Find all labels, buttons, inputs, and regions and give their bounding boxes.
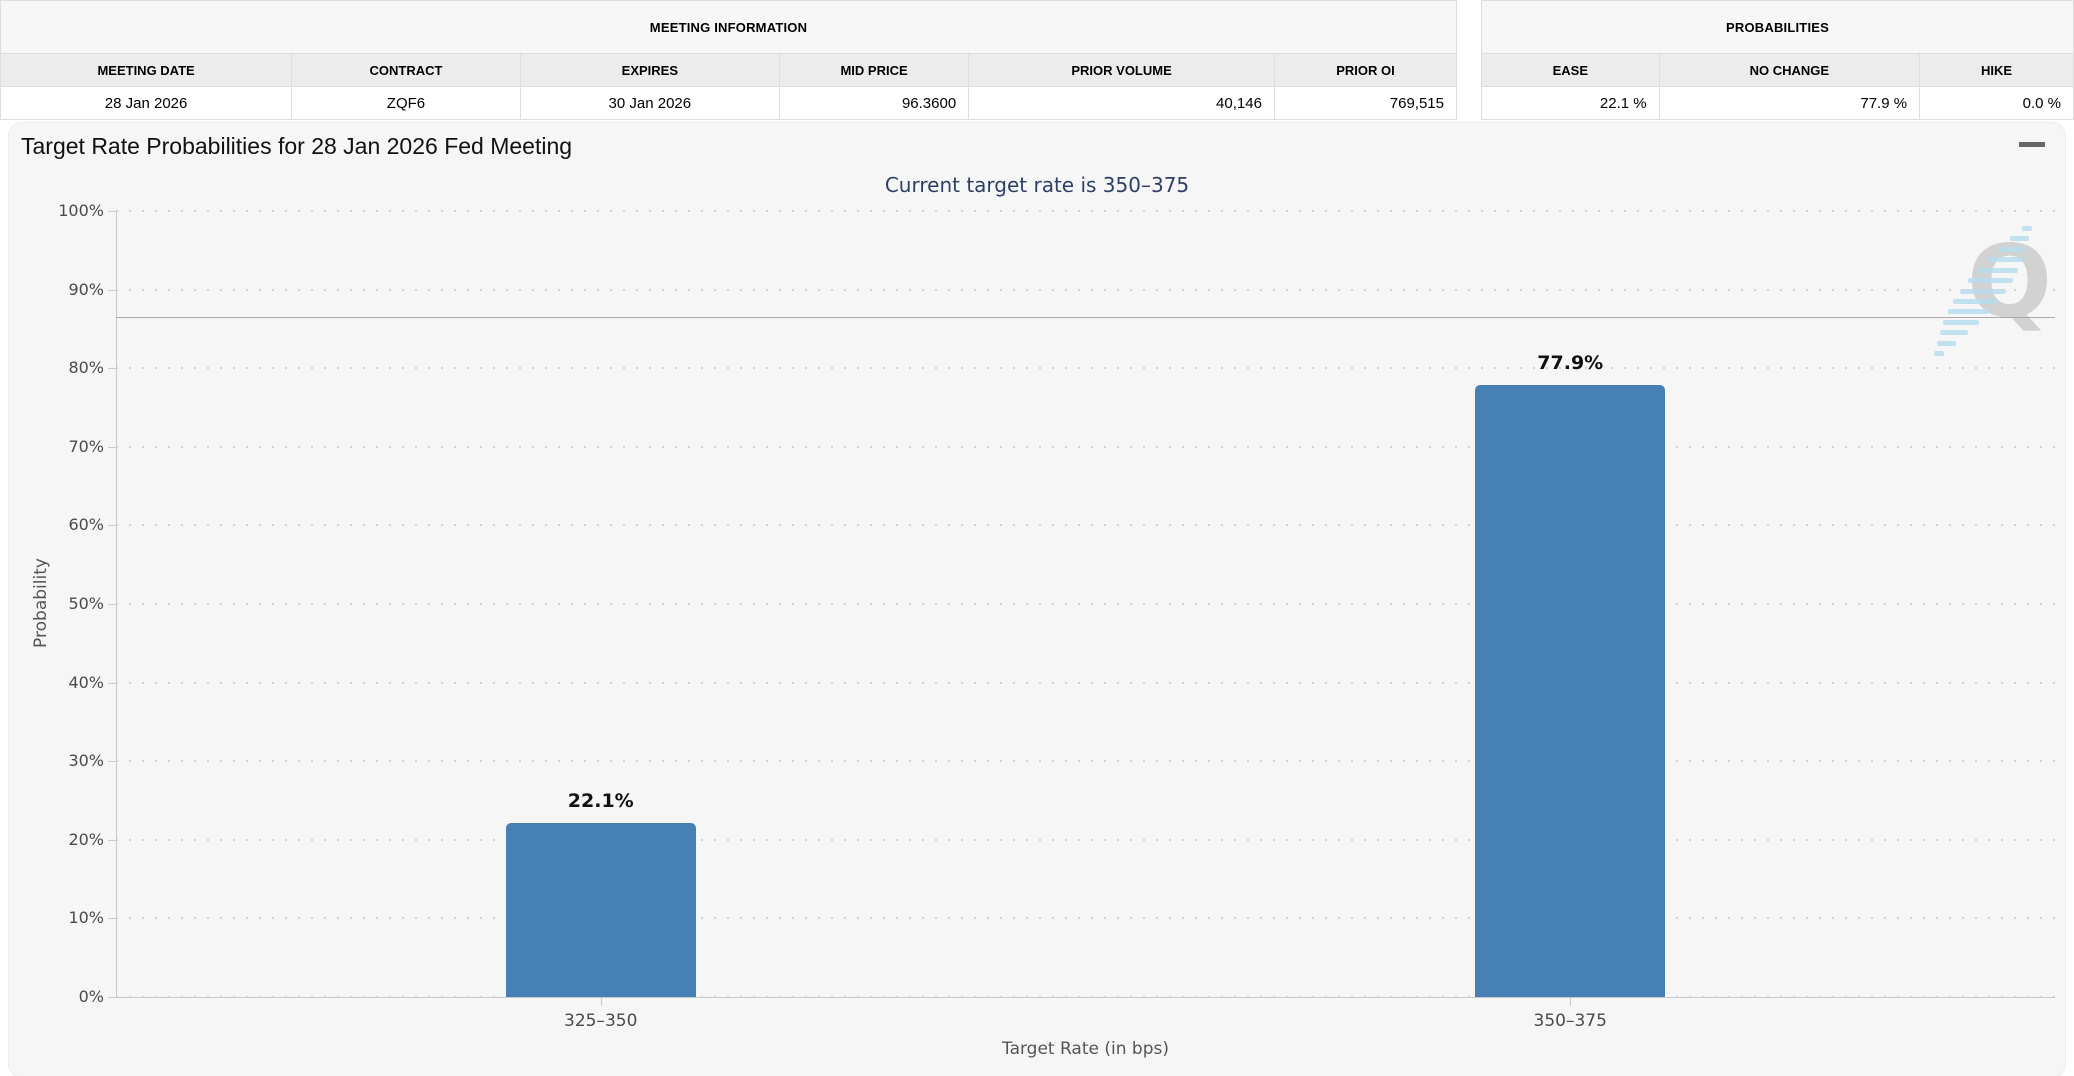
- reference-line: [116, 317, 2055, 319]
- watermark-q-letter: Q: [1967, 223, 2053, 340]
- target-rate-probability-chart: Target Rate Probabilities for 28 Jan 202…: [8, 122, 2066, 1076]
- gridline: [116, 760, 2055, 763]
- y-axis-tick: [108, 368, 116, 370]
- col-header-prior-oi: PRIOR OI: [1273, 53, 1458, 87]
- y-axis-tick: [108, 446, 116, 448]
- y-tick-label: 60%: [68, 515, 104, 535]
- chart-subtitle: Current target rate is 350–375: [884, 173, 1190, 197]
- gridline: [116, 524, 2055, 527]
- y-axis-tick: [108, 682, 116, 684]
- expires-value: 30 Jan 2026: [519, 86, 780, 120]
- y-axis-tick: [108, 997, 116, 998]
- y-tick-label: 90%: [68, 279, 104, 299]
- col-header-expires: EXPIRES: [519, 53, 780, 87]
- watermark-swoosh-dash: [2022, 226, 2032, 231]
- probabilities-table-caption: PROBABILITIES: [1481, 0, 2074, 54]
- probabilities-table-row: 22.1 % 77.9 % 0.0 %: [1481, 86, 2074, 120]
- watermark-swoosh-dash: [1947, 309, 1989, 315]
- watermark-swoosh-dash: [1936, 340, 1956, 346]
- y-axis-tick: [108, 839, 116, 841]
- col-header-hike: HIKE: [1919, 53, 2074, 87]
- probability-bar[interactable]: [1475, 384, 1666, 997]
- y-axis-tick: [108, 211, 116, 212]
- col-header-ease: EASE: [1481, 53, 1660, 87]
- gridline: [116, 210, 2055, 212]
- y-tick-label: 100%: [58, 201, 104, 220]
- meeting-information-table: MEETING INFORMATION MEETING DATE CONTRAC…: [0, 0, 1458, 120]
- ease-value: 22.1 %: [1481, 86, 1660, 120]
- y-tick-label: 40%: [68, 672, 104, 692]
- col-header-meeting-date: MEETING DATE: [0, 53, 293, 87]
- watermark-swoosh-dash: [1939, 330, 1968, 336]
- x-axis-line: [116, 997, 2055, 998]
- contract-value: ZQF6: [291, 86, 521, 120]
- probability-bar[interactable]: [505, 823, 696, 997]
- probabilities-table: PROBABILITIES EASE NO CHANGE HIKE 22.1 %…: [1481, 0, 2074, 120]
- x-tick-label: 325–350: [564, 1011, 638, 1031]
- gridline: [116, 445, 2055, 448]
- prior-oi-value: 769,515: [1273, 86, 1458, 120]
- y-tick-label: 50%: [68, 594, 104, 613]
- y-axis-tick: [108, 761, 116, 763]
- y-axis-line: [116, 211, 117, 997]
- meeting-table-caption: MEETING INFORMATION: [0, 0, 1457, 54]
- y-tick-label: 10%: [68, 908, 104, 928]
- watermark-swoosh-dash: [1967, 278, 2013, 284]
- watermark-swoosh-dash: [1934, 351, 1944, 356]
- meeting-date-value: 28 Jan 2026: [0, 86, 293, 120]
- y-tick-label: 70%: [68, 436, 104, 456]
- y-tick-label: 80%: [68, 358, 104, 378]
- gridline: [116, 681, 2055, 684]
- watermark-swoosh-dash: [1953, 298, 1999, 304]
- y-axis-tick: [108, 525, 116, 527]
- no-change-value: 77.9 %: [1658, 86, 1921, 120]
- y-tick-label: 20%: [68, 829, 104, 849]
- col-header-no-change: NO CHANGE: [1658, 53, 1921, 87]
- y-axis-title: Probability: [31, 558, 51, 648]
- watermark-swoosh-dash: [2010, 236, 2030, 242]
- x-axis-title: Target Rate (in bps): [1002, 1039, 1169, 1059]
- chart-title: Target Rate Probabilities for 28 Jan 202…: [21, 133, 573, 159]
- hike-value: 0.0 %: [1919, 86, 2074, 120]
- watermark-swoosh-dash: [1943, 319, 1979, 325]
- col-header-mid-price: MID PRICE: [778, 53, 970, 87]
- col-header-prior-volume: PRIOR VOLUME: [968, 53, 1275, 87]
- col-header-contract: CONTRACT: [291, 53, 521, 87]
- prior-volume-value: 40,146: [968, 86, 1275, 120]
- gridline: [116, 838, 2055, 841]
- mid-price-value: 96.3600: [778, 86, 970, 120]
- y-axis-tick: [108, 289, 116, 291]
- bar-value-label: 22.1%: [567, 790, 634, 813]
- x-axis-tick: [1570, 998, 1572, 1006]
- watermark-swoosh-dash: [1977, 267, 2019, 273]
- y-axis-tick: [108, 918, 116, 920]
- chart-context-menu-button[interactable]: [2019, 142, 2045, 163]
- meeting-table-row: 28 Jan 2026 ZQF6 30 Jan 2026 96.3600 40,…: [0, 86, 1458, 120]
- gridline: [116, 367, 2055, 370]
- y-tick-label: 30%: [68, 751, 104, 771]
- gridline: [116, 917, 2055, 920]
- x-axis-tick: [600, 998, 602, 1006]
- gridline: [116, 288, 2055, 291]
- bar-value-label: 77.9%: [1537, 351, 1604, 374]
- y-axis-tick: [108, 604, 116, 605]
- y-tick-label: 0%: [78, 987, 104, 1006]
- watermark-swoosh-dash: [1987, 257, 2023, 263]
- watermark-swoosh-dash: [1998, 246, 2027, 252]
- x-tick-label: 350–375: [1533, 1011, 1607, 1031]
- gridline: [116, 603, 2055, 605]
